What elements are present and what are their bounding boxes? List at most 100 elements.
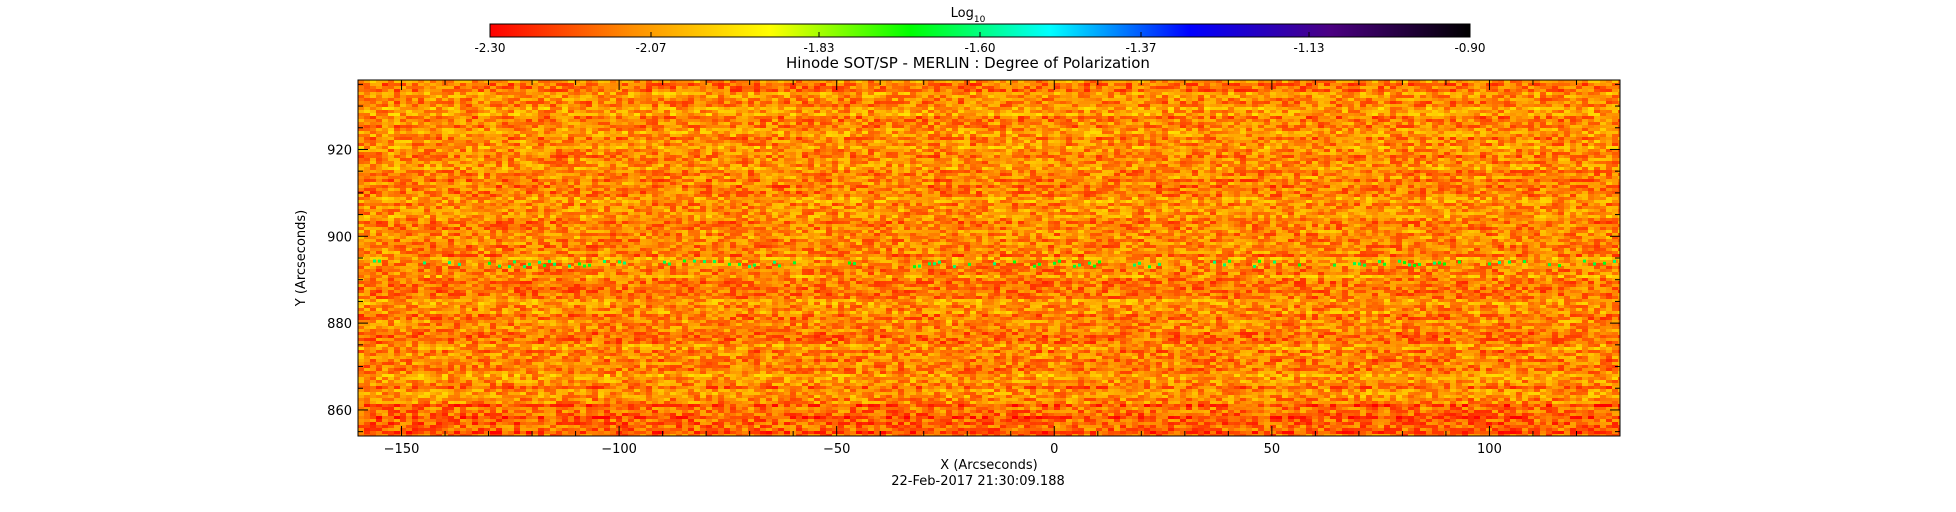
heatmap-cell [1054, 143, 1060, 146]
heatmap-cell [796, 98, 802, 101]
heatmap-cell [1042, 95, 1048, 98]
heatmap-cell [784, 86, 790, 89]
heatmap-cell [988, 131, 994, 134]
heatmap-cell [1024, 83, 1030, 86]
heatmap-cell [934, 143, 940, 146]
heatmap-cell [1126, 101, 1132, 104]
heatmap-cell [1618, 140, 1624, 143]
heatmap-cell [1336, 95, 1342, 98]
heatmap-cell [1522, 131, 1528, 134]
heatmap-cell [1096, 146, 1102, 149]
heatmap-cell [670, 137, 676, 140]
heatmap-cell [820, 86, 826, 89]
heatmap-cell [646, 95, 652, 98]
heatmap-cell [550, 116, 556, 119]
heatmap-cell [412, 92, 418, 95]
heatmap-cell [1474, 140, 1480, 143]
heatmap-cell [1474, 143, 1480, 146]
heatmap-cell [1606, 134, 1612, 137]
heatmap-cell [1402, 104, 1408, 107]
heatmap-cell [1396, 134, 1402, 137]
heatmap-cell [358, 134, 364, 137]
heatmap-cell [844, 110, 850, 113]
heatmap-cell [718, 149, 724, 152]
heatmap-cell [532, 125, 538, 128]
heatmap-cell [892, 101, 898, 104]
heatmap-cell [1588, 86, 1594, 89]
heatmap-cell [430, 101, 436, 104]
heatmap-cell [634, 149, 640, 152]
heatmap-cell [1060, 89, 1066, 92]
heatmap-cell [748, 149, 754, 152]
heatmap-cell [1510, 116, 1516, 119]
heatmap-cell [1042, 125, 1048, 128]
heatmap-cell [1180, 86, 1186, 89]
heatmap-cell [802, 131, 808, 134]
heatmap-cell [1396, 98, 1402, 101]
heatmap-cell [1402, 98, 1408, 101]
heatmap-cell [934, 116, 940, 119]
heatmap-cell [1294, 128, 1300, 131]
heatmap-cell [1120, 113, 1126, 116]
heatmap-cell [1318, 83, 1324, 86]
heatmap-cell [1426, 128, 1432, 131]
heatmap-cell [790, 101, 796, 104]
heatmap-cell [940, 125, 946, 128]
heatmap-cell [1204, 98, 1210, 101]
heatmap-cell [1102, 116, 1108, 119]
heatmap-cell [922, 113, 928, 116]
heatmap-cell [586, 146, 592, 149]
heatmap-cell [652, 140, 658, 143]
heatmap-cell [1186, 116, 1192, 119]
heatmap-cell [1306, 134, 1312, 137]
heatmap-cell [874, 113, 880, 116]
heatmap-cell [736, 107, 742, 110]
heatmap-cell [1594, 89, 1600, 92]
heatmap-cell [778, 104, 784, 107]
heatmap-cell [628, 149, 634, 152]
heatmap-cell [1246, 131, 1252, 134]
heatmap-cell [898, 131, 904, 134]
heatmap-cell [1558, 143, 1564, 146]
heatmap-cell [898, 107, 904, 110]
heatmap-cell [562, 122, 568, 125]
heatmap-cell [1204, 128, 1210, 131]
heatmap-cell [718, 143, 724, 146]
heatmap-cell [1420, 89, 1426, 92]
heatmap-cell [946, 92, 952, 95]
heatmap-cell [442, 128, 448, 131]
heatmap-cell [760, 116, 766, 119]
heatmap-cell [1474, 107, 1480, 110]
heatmap-cell [358, 128, 364, 131]
heatmap-cell [520, 83, 526, 86]
heatmap-cell [1564, 95, 1570, 98]
heatmap-cell [1066, 110, 1072, 113]
heatmap-cell [1366, 119, 1372, 122]
heatmap-cell [1060, 104, 1066, 107]
heatmap-cell [778, 107, 784, 110]
heatmap-cell [1078, 146, 1084, 149]
heatmap-cell [1354, 92, 1360, 95]
heatmap-cell [952, 125, 958, 128]
heatmap-cell [904, 83, 910, 86]
heatmap-cell [604, 125, 610, 128]
heatmap-cell [856, 110, 862, 113]
heatmap-cell [862, 143, 868, 146]
heatmap-cell [1288, 95, 1294, 98]
heatmap-cell [574, 122, 580, 125]
heatmap-cell [1306, 146, 1312, 149]
heatmap-cell [574, 128, 580, 131]
heatmap-cell [970, 146, 976, 149]
heatmap-cell [940, 104, 946, 107]
heatmap-cell [700, 89, 706, 92]
heatmap-cell [1024, 146, 1030, 149]
heatmap-cell [568, 149, 574, 152]
heatmap-cell [478, 107, 484, 110]
heatmap-cell [982, 143, 988, 146]
heatmap-cell [1324, 113, 1330, 116]
heatmap-cell [1474, 131, 1480, 134]
heatmap-cell [1192, 92, 1198, 95]
heatmap-cell [778, 140, 784, 143]
heatmap-cell [1312, 92, 1318, 95]
heatmap-cell [754, 137, 760, 140]
